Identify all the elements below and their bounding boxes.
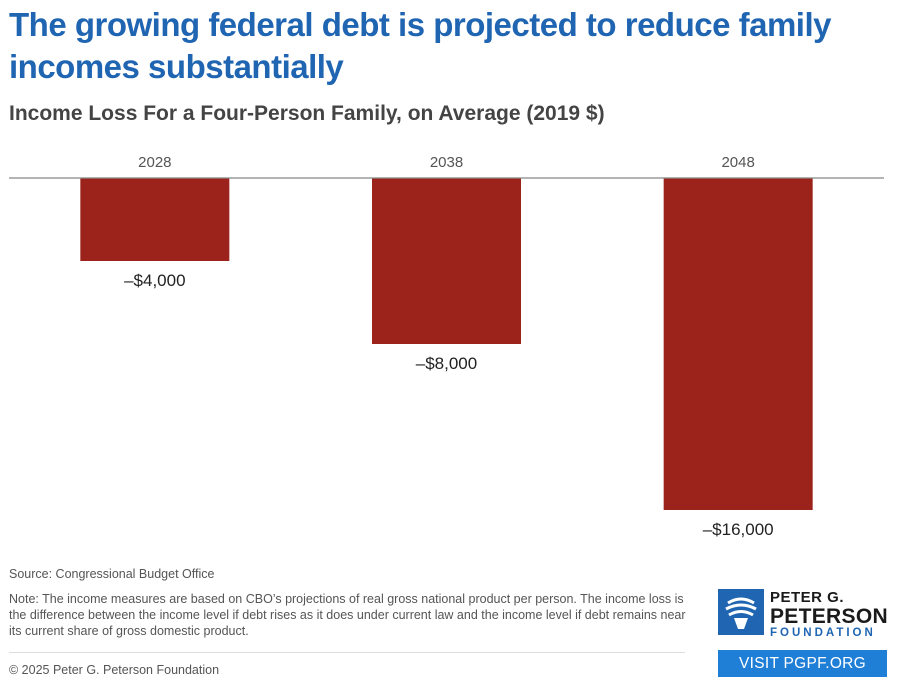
x-tick-label: 2048 (721, 154, 754, 171)
x-tick-label: 2028 (138, 154, 171, 171)
source-note: Source: Congressional Budget Office (9, 567, 215, 581)
bar (663, 178, 813, 510)
peterson-foundation-logo[interactable]: PETER G. PETERSON FOUNDATION (718, 589, 888, 639)
bar (80, 178, 230, 261)
torch-icon (718, 589, 764, 635)
logo-line-3: FOUNDATION (770, 627, 876, 639)
copyright: © 2025 Peter G. Peterson Foundation (9, 663, 220, 677)
chart-title: The growing federal debt is projected to… (9, 6, 832, 85)
x-tick-label: 2038 (430, 154, 463, 171)
data-label: –$4,000 (124, 271, 185, 290)
logo-line-2: PETERSON (770, 605, 888, 628)
logo-wordmark: PETER G. PETERSON FOUNDATION (770, 589, 888, 639)
bar (372, 178, 521, 344)
footnote: Note: The income measures are based on C… (9, 592, 686, 638)
logo-line-1: PETER G. (770, 589, 845, 606)
visit-pgpf-button[interactable]: VISIT PGPF.ORG (718, 650, 887, 677)
footer-divider (9, 652, 685, 653)
data-label: –$16,000 (703, 520, 774, 539)
chart-subtitle: Income Loss For a Four-Person Family, on… (9, 102, 605, 125)
bar-chart: 2028 –$4,000 2038 –$8,000 2048 –$16,000 (9, 154, 884, 539)
data-label: –$8,000 (416, 354, 477, 373)
